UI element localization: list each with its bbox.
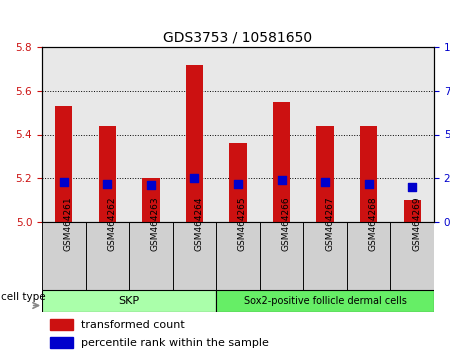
Point bbox=[234, 181, 242, 186]
Bar bbox=[50, 319, 73, 330]
Bar bbox=[347, 222, 391, 290]
Text: percentile rank within the sample: percentile rank within the sample bbox=[81, 338, 269, 348]
Point bbox=[191, 176, 198, 181]
Bar bbox=[142, 178, 160, 222]
Bar bbox=[186, 64, 203, 222]
Bar bbox=[86, 222, 129, 290]
Bar bbox=[55, 106, 72, 222]
Bar bbox=[391, 222, 434, 290]
Text: GSM464268: GSM464268 bbox=[369, 197, 378, 251]
Bar bbox=[316, 126, 334, 222]
Point bbox=[278, 177, 285, 183]
Text: GSM464262: GSM464262 bbox=[108, 197, 117, 251]
Point bbox=[147, 182, 154, 188]
Point bbox=[321, 179, 328, 184]
Text: transformed count: transformed count bbox=[81, 320, 185, 330]
Bar bbox=[129, 222, 173, 290]
Bar bbox=[360, 126, 378, 222]
Text: SKP: SKP bbox=[118, 296, 140, 306]
Point bbox=[409, 184, 416, 190]
Text: cell type: cell type bbox=[1, 291, 45, 302]
Text: Sox2-positive follicle dermal cells: Sox2-positive follicle dermal cells bbox=[243, 296, 406, 306]
Bar bbox=[260, 222, 303, 290]
Bar bbox=[404, 200, 421, 222]
Bar bbox=[50, 337, 73, 348]
Bar bbox=[42, 290, 216, 312]
Bar bbox=[99, 126, 116, 222]
Text: GSM464267: GSM464267 bbox=[325, 197, 334, 251]
Bar bbox=[303, 222, 347, 290]
Text: GSM464261: GSM464261 bbox=[64, 197, 73, 251]
Text: GSM464269: GSM464269 bbox=[412, 197, 421, 251]
Point bbox=[365, 181, 372, 186]
Text: GSM464265: GSM464265 bbox=[238, 197, 247, 251]
Bar bbox=[42, 222, 86, 290]
Text: GSM464266: GSM464266 bbox=[282, 197, 291, 251]
Point bbox=[60, 179, 68, 184]
Title: GDS3753 / 10581650: GDS3753 / 10581650 bbox=[163, 30, 313, 45]
Bar bbox=[173, 222, 216, 290]
Text: GSM464264: GSM464264 bbox=[194, 197, 203, 251]
Bar bbox=[230, 143, 247, 222]
Bar bbox=[216, 222, 260, 290]
Text: GSM464263: GSM464263 bbox=[151, 197, 160, 251]
Bar bbox=[273, 102, 290, 222]
Point bbox=[104, 181, 111, 186]
Bar bbox=[216, 290, 434, 312]
